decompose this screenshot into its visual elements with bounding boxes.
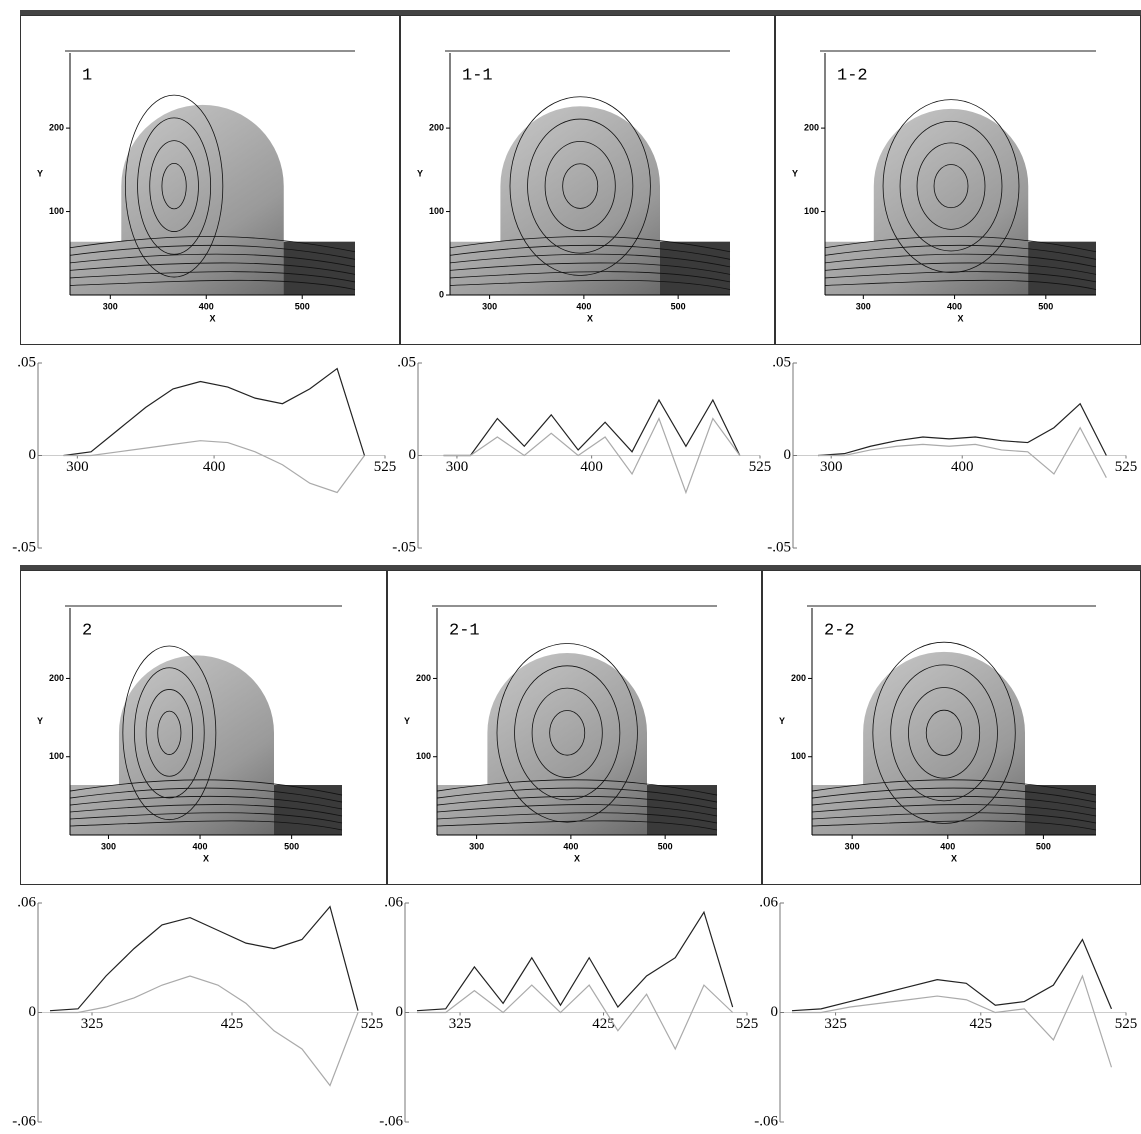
y-tick-label: 200 <box>791 673 806 683</box>
y-tick-label: 100 <box>49 206 64 216</box>
y-tick-label: 100 <box>416 751 431 761</box>
x-tick-label: 400 <box>193 841 208 851</box>
panel-label: 1 <box>82 66 92 85</box>
x-tick-label: 400 <box>563 841 578 851</box>
x-tick-label: 500 <box>658 841 673 851</box>
x-tick-label: 500 <box>1036 841 1051 851</box>
x-axis-label: X <box>203 853 209 863</box>
x-tick-label: 400 <box>576 301 591 311</box>
y-tick-label: 100 <box>791 751 806 761</box>
x-tick-label: 425 <box>970 1016 993 1032</box>
x-tick-label: 400 <box>203 459 226 475</box>
panel-label: 2-1 <box>449 621 480 640</box>
y-tick-label: 200 <box>49 673 64 683</box>
x-tick-label: 400 <box>951 459 974 475</box>
y-tick-label: 0 <box>396 1004 404 1020</box>
y-tick-label: -.06 <box>12 1113 36 1129</box>
y-tick-label: 100 <box>429 206 444 216</box>
y-tick-label: 200 <box>49 122 64 132</box>
panel-label: 2-2 <box>824 621 855 640</box>
y-axis-label: Y <box>779 716 785 726</box>
x-tick-label: 525 <box>361 1016 384 1032</box>
y-tick-label: -.06 <box>754 1113 778 1129</box>
y-axis-label: Y <box>37 168 43 178</box>
y-tick-label: .06 <box>17 894 36 910</box>
x-tick-label: 300 <box>469 841 484 851</box>
y-tick-label: 0 <box>29 1004 37 1020</box>
x-tick-label: 300 <box>820 459 843 475</box>
title-bar <box>20 565 1141 570</box>
x-tick-label: 400 <box>947 301 962 311</box>
y-tick-label: 0 <box>439 289 444 299</box>
y-tick-label: 200 <box>416 673 431 683</box>
x-axis-label: X <box>951 853 957 863</box>
x-tick-label: 425 <box>592 1016 615 1032</box>
x-axis-label: X <box>209 313 215 323</box>
x-tick-label: 300 <box>103 301 118 311</box>
y-tick-label: -.05 <box>12 539 36 555</box>
x-tick-label: 525 <box>1115 1016 1138 1032</box>
y-tick-label: -.06 <box>379 1113 403 1129</box>
x-tick-label: 300 <box>101 841 116 851</box>
y-tick-label: 0 <box>409 447 417 463</box>
figure: 300400500100200XY13004005000100200XY1-13… <box>0 0 1141 1134</box>
title-bar <box>20 10 1141 15</box>
y-axis-label: Y <box>404 716 410 726</box>
x-tick-label: 400 <box>199 301 214 311</box>
x-tick-label: 300 <box>482 301 497 311</box>
y-tick-label: 100 <box>49 751 64 761</box>
x-tick-label: 325 <box>824 1016 847 1032</box>
y-tick-label: 0 <box>784 447 792 463</box>
y-tick-label: -.05 <box>392 539 416 555</box>
y-tick-label: 0 <box>771 1004 779 1020</box>
x-axis-label: X <box>957 313 963 323</box>
x-tick-label: 400 <box>580 459 603 475</box>
y-tick-label: .05 <box>772 354 791 370</box>
x-tick-label: 500 <box>295 301 310 311</box>
y-tick-label: 0 <box>29 447 37 463</box>
x-tick-label: 500 <box>284 841 299 851</box>
y-tick-label: .05 <box>17 354 36 370</box>
x-tick-label: 425 <box>221 1016 244 1032</box>
y-tick-label: .05 <box>397 354 416 370</box>
panel-label: 1-2 <box>837 66 868 85</box>
y-tick-label: 100 <box>804 206 819 216</box>
y-tick-label: .06 <box>384 894 403 910</box>
y-axis-label: Y <box>37 716 43 726</box>
x-tick-label: 300 <box>446 459 469 475</box>
x-tick-label: 300 <box>66 459 89 475</box>
panel-label: 1-1 <box>462 66 493 85</box>
x-tick-label: 400 <box>940 841 955 851</box>
y-tick-label: 200 <box>804 122 819 132</box>
x-tick-label: 300 <box>856 301 871 311</box>
x-tick-label: 325 <box>449 1016 472 1032</box>
x-tick-label: 300 <box>845 841 860 851</box>
x-axis-label: X <box>587 313 593 323</box>
x-tick-label: 525 <box>736 1016 759 1032</box>
y-axis-label: Y <box>417 168 423 178</box>
x-tick-label: 525 <box>1115 459 1138 475</box>
x-tick-label: 500 <box>1038 301 1053 311</box>
x-tick-label: 325 <box>81 1016 104 1032</box>
x-tick-label: 500 <box>671 301 686 311</box>
x-tick-label: 525 <box>374 459 397 475</box>
x-tick-label: 525 <box>749 459 772 475</box>
y-axis-label: Y <box>792 168 798 178</box>
y-tick-label: 200 <box>429 122 444 132</box>
x-axis-label: X <box>574 853 580 863</box>
y-tick-label: -.05 <box>767 539 791 555</box>
y-tick-label: .06 <box>759 894 778 910</box>
panel-label: 2 <box>82 621 92 640</box>
